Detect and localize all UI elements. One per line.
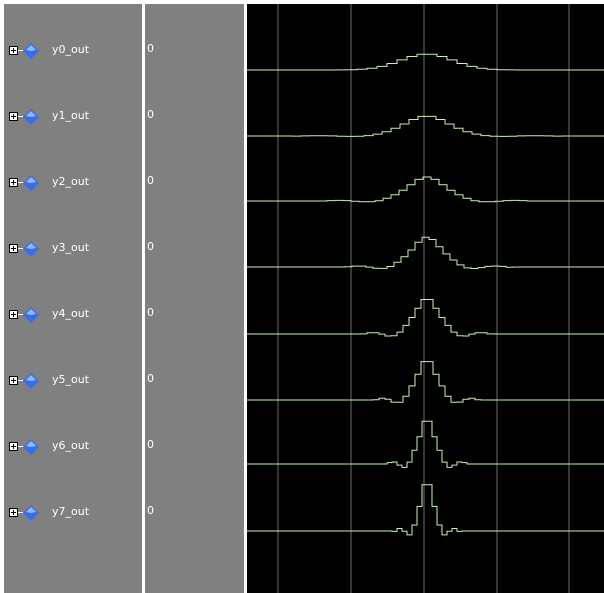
waveform-y1_out xyxy=(247,115,604,137)
signal-row-y2_out[interactable]: y2_out xyxy=(4,174,142,192)
signal-diamond-icon xyxy=(23,43,39,59)
signal-diamond-icon xyxy=(23,439,39,455)
signal-row-y6_out[interactable]: y6_out xyxy=(4,438,142,456)
expand-icon[interactable] xyxy=(9,178,18,187)
waveform-pane[interactable] xyxy=(247,4,604,593)
signal-value-y5_out: 0 xyxy=(147,372,154,385)
signal-row-y1_out[interactable]: y1_out xyxy=(4,108,142,126)
expand-icon[interactable] xyxy=(9,376,18,385)
expand-icon[interactable] xyxy=(9,310,18,319)
tree-connector xyxy=(18,314,23,315)
signal-diamond-icon xyxy=(23,175,39,191)
expand-icon[interactable] xyxy=(9,46,18,55)
signal-value-pane: 0 0 0 0 0 0 0 0 xyxy=(145,4,244,593)
waveform-y3_out xyxy=(247,236,604,269)
signal-diamond-icon xyxy=(23,241,39,257)
signal-row-y7_out[interactable]: y7_out xyxy=(4,504,142,522)
signal-name: y3_out xyxy=(52,241,90,254)
signal-name: y6_out xyxy=(52,439,90,452)
signal-value-y0_out: 0 xyxy=(147,42,154,55)
expand-icon[interactable] xyxy=(9,442,18,451)
tree-connector xyxy=(18,182,23,183)
waveform-y7_out xyxy=(247,484,604,536)
signal-row-y3_out[interactable]: y3_out xyxy=(4,240,142,258)
signal-name-pane: y0_out y1_out y2_out y3_out y4_out y5_out y6_o… xyxy=(4,4,142,593)
signal-value-y6_out: 0 xyxy=(147,438,154,451)
waveform-y2_out xyxy=(247,176,604,203)
signal-value-y7_out: 0 xyxy=(147,504,154,517)
signal-name: y0_out xyxy=(52,43,90,56)
expand-icon[interactable] xyxy=(9,112,18,121)
signal-name: y2_out xyxy=(52,175,90,188)
waveform-canvas xyxy=(247,4,604,593)
tree-connector xyxy=(18,512,23,513)
signal-name: y7_out xyxy=(52,505,90,518)
signal-name: y1_out xyxy=(52,109,90,122)
tree-connector xyxy=(18,380,23,381)
waveform-y6_out xyxy=(247,420,604,468)
signal-value-y1_out: 0 xyxy=(147,108,154,121)
tree-connector xyxy=(18,248,23,249)
signal-diamond-icon xyxy=(23,373,39,389)
tree-connector xyxy=(18,50,23,51)
signal-name: y4_out xyxy=(52,307,90,320)
tree-connector xyxy=(18,446,23,447)
signal-value-y4_out: 0 xyxy=(147,306,154,319)
expand-icon[interactable] xyxy=(9,508,18,517)
signal-value-y2_out: 0 xyxy=(147,174,154,187)
signal-row-y5_out[interactable]: y5_out xyxy=(4,372,142,390)
signal-row-y0_out[interactable]: y0_out xyxy=(4,42,142,60)
signal-diamond-icon xyxy=(23,109,39,125)
expand-icon[interactable] xyxy=(9,244,18,253)
waveform-y5_out xyxy=(247,361,604,403)
signal-value-y3_out: 0 xyxy=(147,240,154,253)
signal-diamond-icon xyxy=(23,307,39,323)
signal-diamond-icon xyxy=(23,505,39,521)
waveform-y4_out xyxy=(247,299,604,337)
signal-name: y5_out xyxy=(52,373,90,386)
tree-connector xyxy=(18,116,23,117)
signal-row-y4_out[interactable]: y4_out xyxy=(4,306,142,324)
waveform-y0_out xyxy=(247,53,604,71)
